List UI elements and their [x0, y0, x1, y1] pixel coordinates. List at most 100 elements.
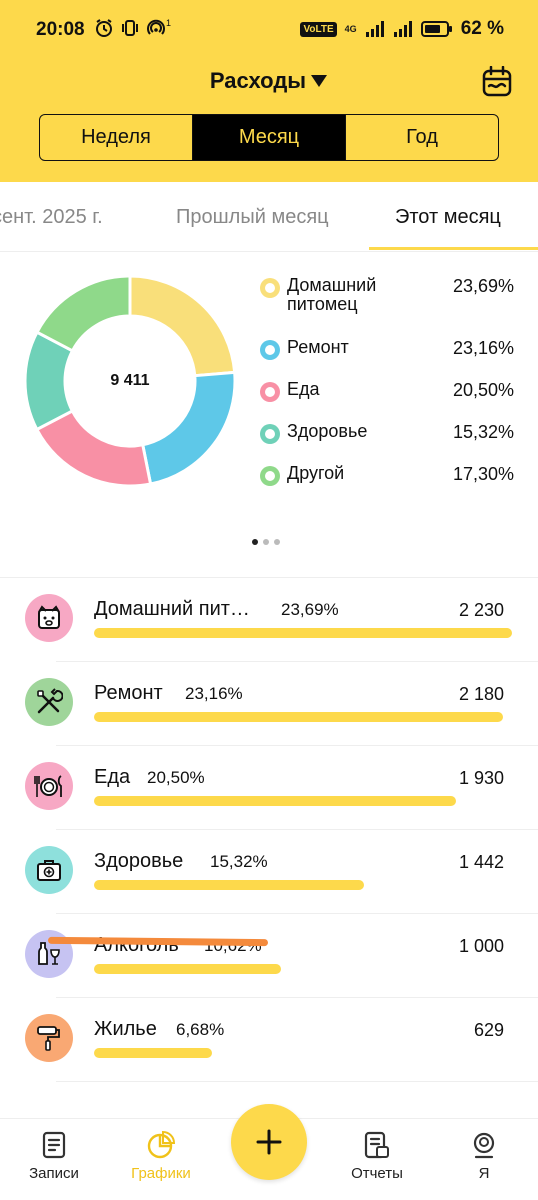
status-right-icons: VoLTE 4G 62 % [300, 18, 504, 40]
category-amount: 629 [473, 1020, 504, 1040]
reports-icon [364, 1131, 389, 1159]
category-row-alcohol[interactable]: Алкоголь 10,62% 1 000 [0, 914, 538, 998]
legend-dot [260, 278, 280, 298]
caret-down-icon [311, 75, 328, 87]
divider [56, 1081, 538, 1082]
category-bar [94, 628, 512, 638]
records-icon [42, 1131, 66, 1159]
nav-reports[interactable]: Отчеты [332, 1131, 422, 1182]
category-icon-bg [25, 678, 73, 726]
vibrate-icon [122, 20, 138, 36]
category-row-repair[interactable]: Ремонт 23,16% 2 180 [0, 662, 538, 746]
active-tab-indicator [369, 247, 538, 250]
legend-item: Еда 20,50% [258, 378, 514, 420]
hotspot-icon: 1 [147, 18, 171, 35]
segment-month[interactable]: Месяц [193, 115, 346, 160]
nav-charts[interactable]: Графики [116, 1131, 206, 1182]
category-amount: 1 442 [458, 852, 504, 872]
status-time: 20:08 [36, 19, 85, 40]
title-bar: Расходы [0, 68, 538, 94]
add-record-button[interactable] [231, 1104, 307, 1180]
legend-percent: 20,50% [452, 380, 514, 400]
category-name: Еда [94, 766, 131, 788]
segment-year[interactable]: Год [406, 126, 438, 148]
category-name: Здоровье [94, 850, 184, 872]
alarm-icon [96, 19, 112, 37]
legend-item: Здоровье 15,32% [258, 420, 514, 462]
tab-sept-2025[interactable]: сент. 2025 г. [0, 206, 103, 228]
category-row-pet[interactable]: Домашний пит… 23,69% 2 230 [0, 578, 538, 662]
tab-this-month[interactable]: Этот месяц [395, 206, 501, 228]
tab-last-month[interactable]: Прошлый месяц [176, 206, 329, 228]
legend-item: Другой 17,30% [258, 462, 514, 504]
calendar-button[interactable] [482, 65, 512, 98]
category-icon-bg [25, 1014, 73, 1062]
legend-name: Другой [287, 463, 345, 483]
legend-percent: 15,32% [452, 422, 514, 442]
category-percent: 23,69% [281, 600, 339, 619]
category-icon-bg [25, 846, 73, 894]
divider [56, 913, 538, 914]
category-bar [94, 796, 456, 806]
pie-chart-icon [147, 1131, 175, 1159]
donut-slice-pet[interactable] [128, 274, 237, 378]
category-amount: 2 230 [458, 600, 504, 620]
divider [56, 997, 538, 998]
legend-percent: 17,30% [452, 464, 514, 484]
legend-dot [260, 466, 280, 486]
tools-icon [37, 688, 63, 714]
page-dot [274, 539, 280, 545]
legend-name: Здоровье [287, 421, 368, 441]
plus-icon [256, 1129, 282, 1155]
chart-legend: Домашний питомец 23,69% Ремонт 23,16% Ед… [258, 274, 514, 504]
pet-icon [38, 605, 60, 629]
page-indicator [252, 539, 280, 545]
category-percent: 23,16% [185, 684, 243, 703]
legend-dot [260, 424, 280, 444]
category-amount: 1 000 [458, 936, 504, 956]
category-bar [94, 964, 281, 974]
legend-item: Домашний питомец 23,69% [258, 274, 514, 336]
divider [0, 577, 538, 578]
legend-item: Ремонт 23,16% [258, 336, 514, 378]
period-segment-control: Неделя Месяц Год [39, 114, 499, 161]
category-icon-bg [25, 762, 73, 810]
profile-icon [473, 1132, 495, 1159]
battery-icon [420, 21, 452, 37]
network-type: 4G [344, 23, 357, 34]
volte-badge: VoLTE [300, 21, 337, 37]
page-title: Расходы [209, 68, 307, 93]
category-bar [94, 712, 503, 722]
category-name: Ремонт [94, 682, 163, 704]
signal-2-icon [393, 21, 412, 37]
nav-records[interactable]: Записи [9, 1131, 99, 1182]
page-dot [263, 539, 269, 545]
legend-dot [260, 340, 280, 360]
divider [56, 745, 538, 746]
donut-slice-other[interactable] [35, 274, 132, 353]
period-tabs: сент. 2025 г. Прошлый месяц Этот месяц [0, 182, 538, 252]
category-row-food[interactable]: Еда 20,50% 1 930 [0, 746, 538, 830]
food-icon [34, 775, 62, 797]
page-dot [252, 539, 258, 545]
legend-percent: 23,69% [452, 276, 514, 296]
category-percent: 15,32% [210, 852, 268, 871]
legend-name: Еда [287, 379, 320, 399]
svg-text:1: 1 [166, 18, 171, 28]
segment-week[interactable]: Неделя [40, 115, 193, 160]
donut-chart[interactable] [23, 274, 237, 488]
medkit-icon [37, 860, 61, 881]
nav-me[interactable]: Я [439, 1131, 529, 1182]
status-left-icons: 1 [94, 18, 172, 38]
nav-reports-label: Отчеты [351, 1165, 403, 1182]
category-row-health[interactable]: Здоровье 15,32% 1 442 [0, 830, 538, 914]
expense-type-dropdown[interactable]: Расходы [210, 68, 328, 94]
donut-svg [23, 274, 237, 488]
legend-dot [260, 382, 280, 402]
divider [56, 661, 538, 662]
legend-percent: 23,16% [452, 338, 514, 358]
category-list: Домашний пит… 23,69% 2 230 Ремонт 23,16%… [0, 578, 538, 1082]
category-bar [94, 1048, 212, 1058]
battery-percent: 62 % [460, 18, 504, 39]
category-row-housing[interactable]: Жилье 6,68% 629 [0, 998, 538, 1082]
